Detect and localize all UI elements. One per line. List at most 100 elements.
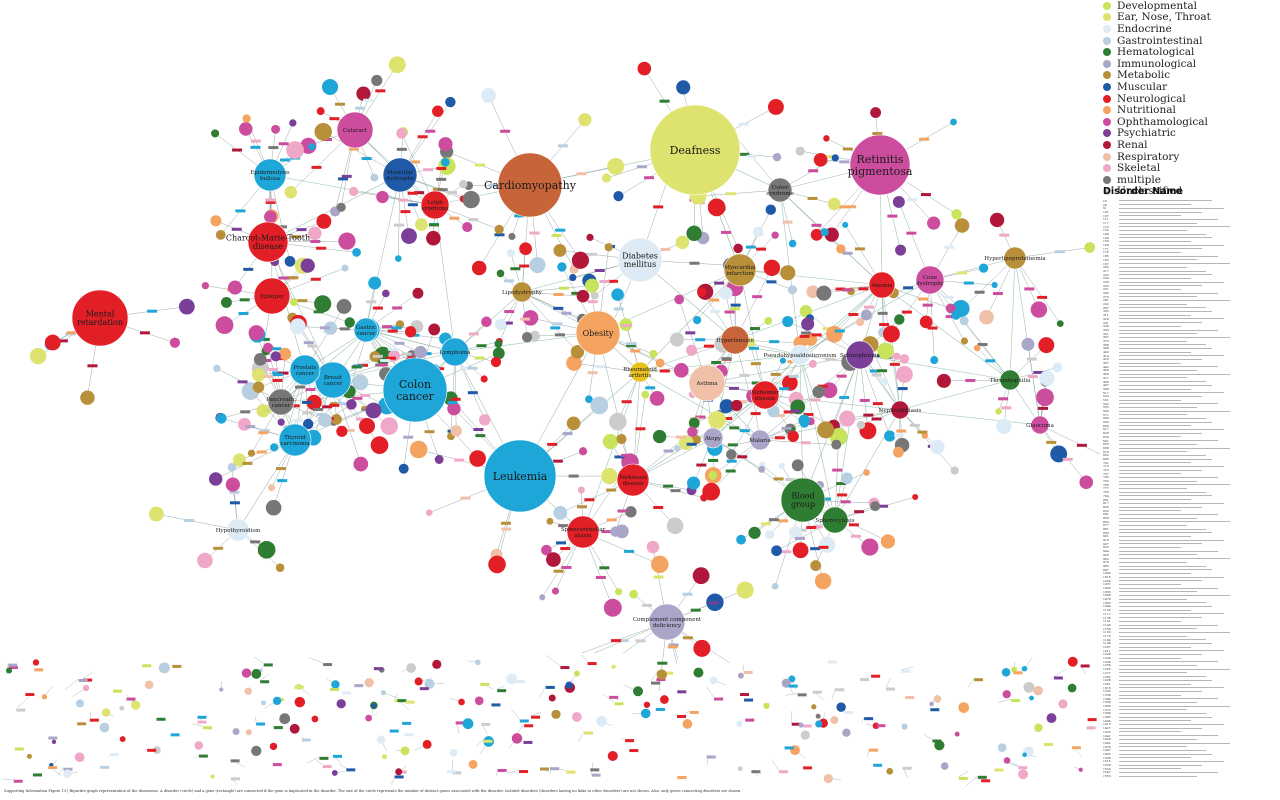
gene-rect <box>873 763 883 767</box>
hub-label: Atopy <box>704 436 722 442</box>
disorder-name-stroke <box>1119 550 1218 552</box>
disorder-name-stroke <box>1119 454 1206 456</box>
gene-rect <box>859 398 870 402</box>
legend-swatch <box>1103 117 1111 126</box>
disorder-number: 1404 <box>1103 718 1111 723</box>
gene-rect <box>703 344 714 348</box>
disorder-node <box>541 544 552 556</box>
hub-label: Glaucoma <box>1026 423 1055 429</box>
disorder-node <box>799 305 812 318</box>
gene-rect <box>1046 440 1057 444</box>
disorder-name-stroke <box>1119 211 1202 213</box>
gene-rect <box>514 214 525 218</box>
disorder-node <box>286 141 304 159</box>
legend-label: Nutritional <box>1117 104 1176 117</box>
gene-rect <box>1013 671 1023 675</box>
disorder-number: 442 <box>1103 364 1109 369</box>
disorder-row: 1148 <box>1103 623 1280 627</box>
legend-item: multiple <box>1103 174 1280 186</box>
gene-rect <box>1054 250 1065 254</box>
gene-rect <box>803 766 813 770</box>
gene-edge <box>253 656 264 664</box>
legend-item: Endocrine <box>1103 23 1280 35</box>
disorder-node <box>787 285 798 295</box>
gene-rect <box>653 505 664 509</box>
disorder-node <box>211 129 220 138</box>
legend-item: Renal <box>1103 139 1280 151</box>
disorder-row: 737 <box>1103 472 1280 476</box>
gene-rect <box>724 310 735 314</box>
disorder-node <box>830 716 839 725</box>
gene-rect <box>907 198 918 202</box>
disorder-node <box>458 698 465 706</box>
gene-edge <box>334 178 344 212</box>
gene-edge <box>654 707 657 712</box>
disorder-node <box>693 316 702 325</box>
disorder-number: 655 <box>1103 442 1109 447</box>
disorder-node <box>772 152 782 162</box>
disorder-node <box>893 352 901 360</box>
legend-swatch <box>1103 24 1111 33</box>
gene-rect <box>551 234 562 238</box>
legend-item: Gastrointestinal <box>1103 35 1280 47</box>
disorder-node <box>752 226 764 238</box>
disorder-number: 367 <box>1103 335 1109 340</box>
legend-label: Ear, Nose, Throat <box>1117 11 1211 24</box>
disorder-number: 245 <box>1103 283 1109 288</box>
disorder-node <box>930 356 939 365</box>
disorder-number: 1024 <box>1103 578 1111 583</box>
gene-rect <box>727 443 738 447</box>
disorder-name-stroke <box>1119 292 1218 294</box>
gene-rect <box>363 98 374 102</box>
disorder-row: 682 <box>1103 453 1280 457</box>
disorder-node <box>395 768 403 776</box>
gene-rect <box>992 292 1003 296</box>
disorder-node <box>870 501 881 512</box>
disorder-name-stroke <box>1119 613 1224 615</box>
gene-edge <box>923 733 933 740</box>
gene-rect <box>595 365 606 369</box>
disorder-node <box>352 248 361 257</box>
gene-rect <box>310 277 321 281</box>
disorder-number: 1372 <box>1103 707 1111 712</box>
disorder-name-stroke <box>1119 362 1181 364</box>
disorder-node <box>539 594 546 601</box>
legend-item: Unclassified <box>1103 185 1280 197</box>
disorder-node <box>748 526 761 539</box>
disorder-name-stroke <box>1119 617 1202 618</box>
disorder-node <box>882 325 900 343</box>
disorder-name-stroke <box>1119 495 1212 497</box>
gene-rect <box>788 374 799 378</box>
gene-edge <box>883 496 916 507</box>
gene-rect <box>901 669 911 673</box>
gene-rect <box>607 279 618 283</box>
gene-edge <box>255 717 257 723</box>
disorder-row: 832 <box>1103 509 1280 512</box>
disorder-number: 297 <box>1103 305 1109 310</box>
gene-rect <box>341 691 351 695</box>
disorder-node <box>640 708 651 719</box>
disorder-node <box>686 476 701 490</box>
gene-rect <box>1038 406 1049 410</box>
disorder-name-stroke <box>1119 270 1206 272</box>
gene-edge <box>475 739 484 747</box>
disorder-node <box>652 429 667 444</box>
disorder-node <box>950 466 959 475</box>
gene-rect <box>822 327 833 331</box>
gene-rect <box>709 298 720 302</box>
gene-rect <box>818 545 829 549</box>
disorder-hub <box>267 388 295 416</box>
hub-label: arthritis <box>629 373 652 379</box>
legend-label: Renal <box>1117 138 1148 151</box>
disorder-row: 251 <box>1103 288 1280 291</box>
disorder-node <box>406 663 417 673</box>
gene-rect <box>944 245 955 249</box>
gene-edge <box>635 350 661 364</box>
disorder-number: 458 <box>1103 368 1109 373</box>
disorder-number: 471 <box>1103 376 1109 380</box>
gene-rect <box>909 423 920 427</box>
disorder-node <box>788 675 796 683</box>
disorder-hub <box>789 344 811 366</box>
gene-edge <box>429 431 440 460</box>
gene-rect <box>863 413 874 417</box>
